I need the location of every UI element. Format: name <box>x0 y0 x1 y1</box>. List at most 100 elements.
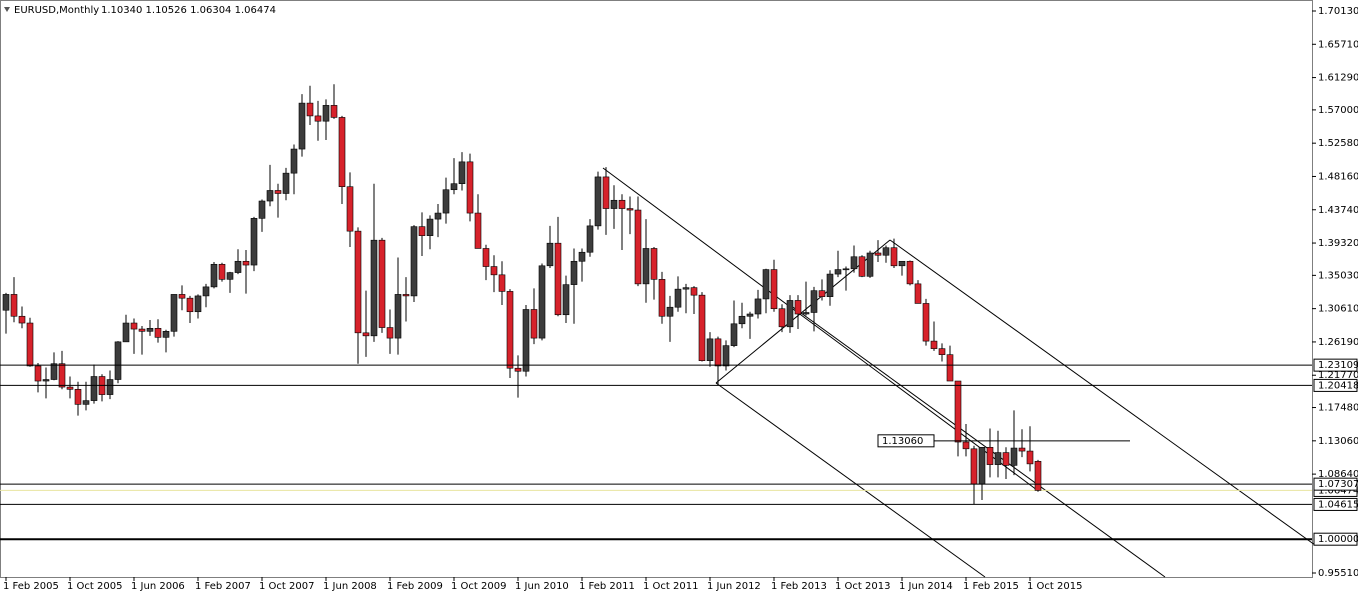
candle-body <box>906 260 914 285</box>
candle-body <box>58 363 66 388</box>
candle-body <box>410 226 418 297</box>
level-box <box>1313 477 1358 491</box>
candle-body <box>914 283 922 304</box>
level-label: 1.07307 <box>1318 479 1358 490</box>
candle-body <box>666 306 674 317</box>
candle-body <box>226 272 234 280</box>
candle-body <box>978 447 986 485</box>
candle-body <box>314 115 322 122</box>
y-tick-label: 1.57000 <box>1318 105 1358 116</box>
candle-body <box>458 161 466 184</box>
level-box <box>1313 497 1358 511</box>
candle-body <box>882 247 890 256</box>
x-tick-label: 1 Feb 2007 <box>195 581 251 592</box>
candle-body <box>330 105 338 118</box>
candle-body <box>770 269 778 310</box>
candle-body <box>522 309 530 372</box>
candle-body <box>1018 447 1026 452</box>
candle-body <box>1026 450 1034 465</box>
candle-body <box>786 300 794 328</box>
candle-body <box>810 290 818 313</box>
collapse-icon[interactable] <box>4 7 10 12</box>
candle-body <box>690 287 698 296</box>
y-tick-label: 0.95510 <box>1318 568 1358 579</box>
candle-body <box>858 256 866 277</box>
candle-body <box>466 161 474 214</box>
candle-body <box>50 363 58 380</box>
candle-body <box>602 176 610 209</box>
candle-body <box>234 260 242 273</box>
candle-body <box>506 291 514 369</box>
y-tick-label: 1.17480 <box>1318 403 1358 414</box>
candle-body <box>426 218 434 236</box>
candle-body <box>250 218 258 266</box>
candle-body <box>90 376 98 401</box>
candle-body <box>378 239 386 328</box>
candle-body <box>994 452 1002 465</box>
level-box <box>1313 358 1358 372</box>
candle-body <box>818 290 826 297</box>
candle-body <box>114 341 122 380</box>
candle-body <box>658 279 666 317</box>
candle-body <box>922 303 930 342</box>
y-tick-label: 1.35030 <box>1318 270 1358 281</box>
candle-body <box>698 294 706 361</box>
candle-body <box>730 323 738 346</box>
x-tick-label: 1 Oct 2009 <box>451 581 506 592</box>
candle-body <box>626 208 634 211</box>
level-label: 1.23109 <box>1318 360 1358 371</box>
candle-body <box>610 199 618 209</box>
candle-body <box>258 200 266 219</box>
candle-body <box>650 248 658 280</box>
candle-body <box>1010 447 1018 466</box>
candle-body <box>26 322 34 367</box>
plot-border <box>0 0 1313 578</box>
y-tick-label: 1.70130 <box>1318 6 1358 17</box>
candle-body <box>826 273 834 297</box>
candle-body <box>954 380 962 443</box>
x-tick-label: 1 Oct 2015 <box>1027 581 1082 592</box>
candle-body <box>298 102 306 150</box>
x-tick-label: 1 Jun 2008 <box>323 581 377 592</box>
candle-body <box>482 248 490 267</box>
candle-body <box>930 340 938 349</box>
candle-body <box>546 242 554 267</box>
candle-body <box>1002 452 1010 466</box>
candle-body <box>322 105 330 122</box>
candle-body <box>946 354 954 382</box>
candle-body <box>394 294 402 339</box>
symbol-label: EURUSD,Monthly <box>14 5 99 16</box>
candle-body <box>850 256 858 270</box>
y-tick-label: 1.21770 <box>1318 370 1358 381</box>
candle-body <box>562 284 570 316</box>
candle-body <box>618 199 626 209</box>
y-tick-label: 1.26190 <box>1318 337 1358 348</box>
current-price-label: 1.06474 <box>1318 485 1358 496</box>
candle-body <box>362 332 370 337</box>
candle-body <box>530 309 538 339</box>
candle-body <box>986 447 994 465</box>
candle-body <box>722 345 730 367</box>
y-tick-label: 1.13060 <box>1318 436 1358 447</box>
candle-body <box>834 269 842 275</box>
trend-line <box>889 239 1316 546</box>
candle-body <box>578 251 586 262</box>
candle-body <box>842 268 850 271</box>
x-tick-label: 1 Jun 2014 <box>899 581 953 592</box>
x-tick-label: 1 Jun 2010 <box>515 581 569 592</box>
candle-body <box>202 286 210 297</box>
candle-body <box>642 248 650 285</box>
x-tick-label: 1 Oct 2011 <box>643 581 698 592</box>
x-tick-label: 1 Oct 2007 <box>259 581 314 592</box>
candle-body <box>402 294 410 297</box>
y-tick-label: 1.08640 <box>1318 469 1358 480</box>
candle-body <box>866 252 874 277</box>
candle-body <box>210 263 218 288</box>
candle-body <box>130 322 138 330</box>
candle-body <box>338 117 346 188</box>
candle-body <box>274 190 282 194</box>
candle-body <box>474 212 482 249</box>
candle-body <box>242 260 250 266</box>
